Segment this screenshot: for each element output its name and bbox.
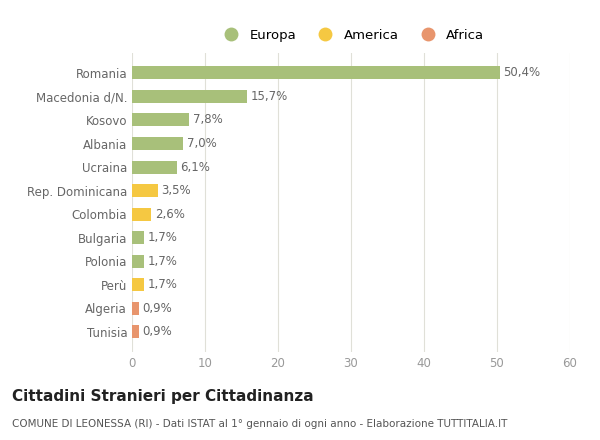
Text: 1,7%: 1,7% — [148, 231, 178, 244]
Bar — [132, 302, 139, 315]
Text: 0,9%: 0,9% — [142, 326, 172, 338]
Bar — [132, 137, 183, 150]
Bar — [132, 90, 247, 103]
Text: 2,6%: 2,6% — [155, 208, 185, 221]
Legend: Europa, America, Africa: Europa, America, Africa — [212, 23, 490, 47]
Text: Cittadini Stranieri per Cittadinanza: Cittadini Stranieri per Cittadinanza — [12, 389, 314, 404]
Text: 7,0%: 7,0% — [187, 137, 217, 150]
Text: 3,5%: 3,5% — [161, 184, 191, 197]
Text: 1,7%: 1,7% — [148, 255, 178, 268]
Bar — [132, 326, 139, 338]
Bar — [132, 66, 500, 79]
Text: 1,7%: 1,7% — [148, 279, 178, 291]
Text: 15,7%: 15,7% — [250, 90, 287, 103]
Text: 7,8%: 7,8% — [193, 114, 223, 126]
Text: 50,4%: 50,4% — [503, 66, 541, 79]
Bar — [132, 279, 145, 291]
Bar — [132, 231, 145, 244]
Text: 6,1%: 6,1% — [180, 161, 210, 173]
Bar — [132, 114, 189, 126]
Bar — [132, 161, 176, 173]
Text: COMUNE DI LEONESSA (RI) - Dati ISTAT al 1° gennaio di ogni anno - Elaborazione T: COMUNE DI LEONESSA (RI) - Dati ISTAT al … — [12, 419, 508, 429]
Bar — [132, 184, 158, 197]
Bar — [132, 208, 151, 220]
Text: 0,9%: 0,9% — [142, 302, 172, 315]
Bar — [132, 255, 145, 268]
